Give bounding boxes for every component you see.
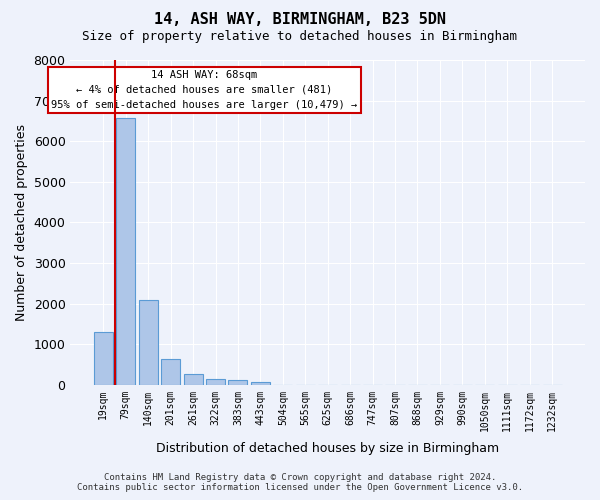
Bar — [206, 379, 225, 385]
X-axis label: Distribution of detached houses by size in Birmingham: Distribution of detached houses by size … — [156, 442, 499, 455]
Bar — [184, 374, 203, 385]
Y-axis label: Number of detached properties: Number of detached properties — [15, 124, 28, 321]
Bar — [116, 118, 136, 385]
Bar — [229, 380, 247, 385]
Bar — [161, 358, 180, 385]
Bar — [139, 300, 158, 385]
Text: Contains HM Land Registry data © Crown copyright and database right 2024.
Contai: Contains HM Land Registry data © Crown c… — [77, 473, 523, 492]
Text: 14, ASH WAY, BIRMINGHAM, B23 5DN: 14, ASH WAY, BIRMINGHAM, B23 5DN — [154, 12, 446, 28]
Bar — [94, 332, 113, 385]
Text: 14 ASH WAY: 68sqm
← 4% of detached houses are smaller (481)
95% of semi-detached: 14 ASH WAY: 68sqm ← 4% of detached house… — [51, 70, 358, 110]
Text: Size of property relative to detached houses in Birmingham: Size of property relative to detached ho… — [83, 30, 517, 43]
Bar — [251, 382, 270, 385]
